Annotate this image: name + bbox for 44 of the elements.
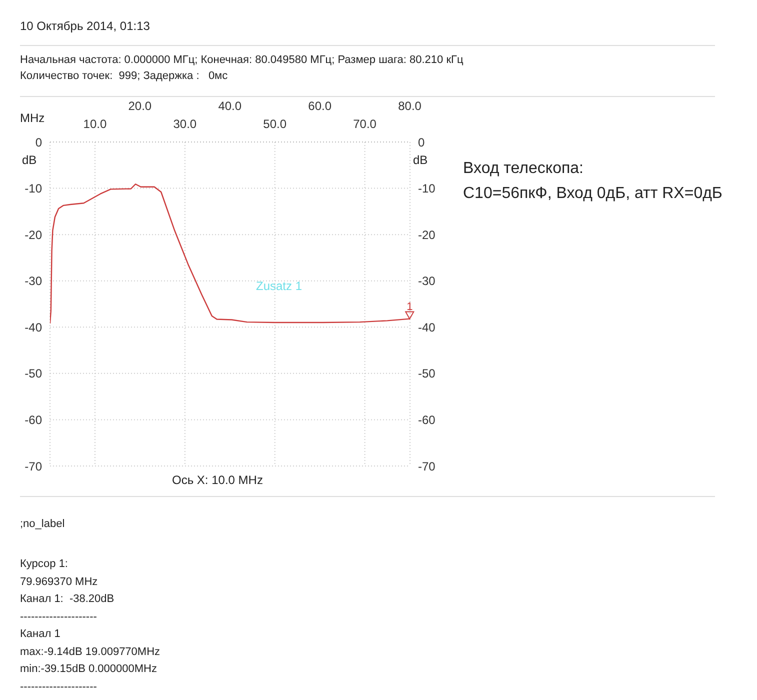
x-tick-label: 70.0 xyxy=(353,117,377,131)
x2-tick-label: 60.0 xyxy=(308,99,332,113)
y2-tick-label: -30 xyxy=(418,274,436,288)
text: Количество точек: 999; Задержка : 0мс xyxy=(20,70,228,82)
y2-tick-label: -70 xyxy=(418,459,436,474)
y-tick-label: -10 xyxy=(24,182,42,196)
y-axis-title: dB xyxy=(22,153,37,167)
y-tick-label: -20 xyxy=(24,228,42,242)
text: --------------------- xyxy=(20,610,97,622)
y2-tick-label: 0 xyxy=(418,135,425,150)
chart-title: 10 Октябрь 2014, 01:13 xyxy=(20,19,150,33)
x2-tick-label: 20.0 xyxy=(128,99,152,113)
y-tick-label: -50 xyxy=(24,366,42,381)
x2-tick-label: 40.0 xyxy=(218,99,242,113)
y2-tick-label: -20 xyxy=(418,228,436,242)
y2-axis-title: dB xyxy=(413,153,428,167)
chart-subtitle: Начальная частота: 0.000000 МГц; Конечная: 80.049580 МГц; Размер шага: 80.210 кГц xyxy=(20,54,464,66)
text: Курсор 1: xyxy=(20,558,68,570)
y-tick-label: -30 xyxy=(24,274,42,288)
text: Вход телескопа: xyxy=(463,160,584,178)
x-tick-label: 50.0 xyxy=(263,117,287,131)
text: ;no_label xyxy=(20,518,65,530)
x-tick-label: 10.0 xyxy=(83,117,107,131)
x-tick-label: 30.0 xyxy=(173,117,197,131)
y2-tick-label: -60 xyxy=(418,412,436,427)
x-axis-title: MHz xyxy=(20,111,45,125)
y-tick-label: -70 xyxy=(24,459,42,474)
text: Канал 1 xyxy=(20,628,60,640)
text: min:-39.15dB 0.000000MHz xyxy=(20,663,157,675)
text: --------------------- xyxy=(20,680,97,692)
text: max:-9.14dB 19.009770MHz xyxy=(20,646,160,658)
text: 79.969370 MHz xyxy=(20,576,98,588)
text: Ось X: 10.0 MHz xyxy=(172,473,263,487)
y-tick-label: -40 xyxy=(24,320,42,334)
text: Канал 1: -38.20dB xyxy=(20,593,114,605)
y2-tick-label: -40 xyxy=(418,320,436,334)
y-tick-label: -60 xyxy=(24,412,42,427)
x2-tick-label: 80.0 xyxy=(398,99,422,113)
text: C10=56пкФ, Вход 0дБ, атт RX=0дБ xyxy=(463,185,722,203)
y-tick-label: 0 xyxy=(35,135,42,150)
annotation: 1 xyxy=(406,300,413,313)
annotation: Zusatz 1 xyxy=(256,279,302,293)
y2-tick-label: -10 xyxy=(418,182,436,196)
y2-tick-label: -50 xyxy=(418,366,436,381)
